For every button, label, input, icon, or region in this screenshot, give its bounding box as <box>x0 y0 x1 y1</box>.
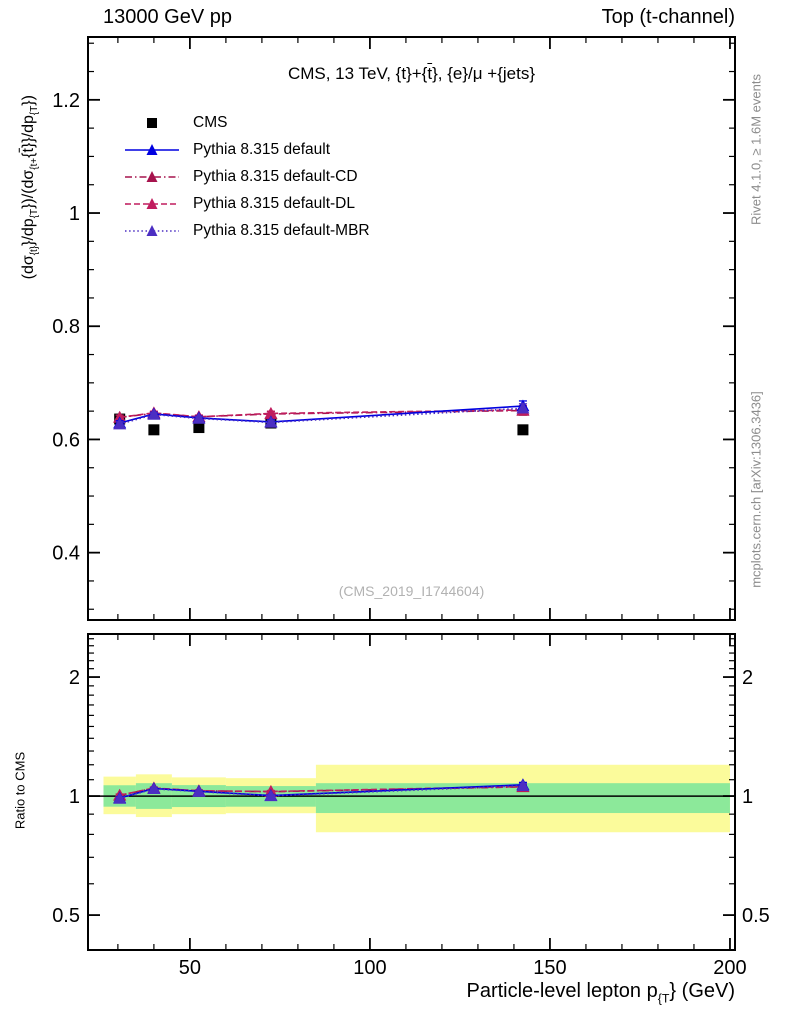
legend-item-4: Pythia 8.315 default-MBR <box>123 217 370 244</box>
y-axis-title-part: {T <box>29 208 41 219</box>
data-marker-triangle <box>516 401 530 414</box>
x-tick-label: 150 <box>533 957 566 979</box>
x-tick-label: 50 <box>179 957 201 979</box>
data-marker-square <box>517 424 529 436</box>
y-axis-title-part: {t+ <box>29 157 41 170</box>
process-label: Top (t-channel) <box>601 6 735 28</box>
data-marker-triangle <box>264 415 278 428</box>
plot-title: CMS, 13 TeV, {t}+{t}, {e}/μ +{jets} <box>88 64 735 84</box>
legend-marker <box>147 117 157 128</box>
series-pythia-8-315-default-mbr-main <box>113 401 530 430</box>
legend-label: Pythia 8.315 default-DL <box>193 194 355 212</box>
legend-item-3: Pythia 8.315 default-DL <box>123 190 370 217</box>
legend-marker-triangle <box>146 197 158 209</box>
data-marker-triangle <box>147 408 161 420</box>
legend-marker-triangle <box>146 170 158 182</box>
legend-item-1: Pythia 8.315 default <box>123 136 370 163</box>
legend-marker-triangle <box>146 143 158 155</box>
y-axis-title-part: { <box>19 152 37 158</box>
data-marker-triangle <box>264 789 278 802</box>
y-main-tick-label: 0.8 <box>52 316 80 338</box>
legend-marker <box>125 143 179 155</box>
y-ratio-tick-label-left: 2 <box>69 667 80 689</box>
y-axis-title-part: }/dp <box>19 218 37 246</box>
legend-label: Pythia 8.315 default <box>193 140 331 158</box>
y-main-tick-label: 1 <box>69 203 80 225</box>
data-marker-square <box>193 422 205 434</box>
x-axis-title-part: } (GeV) <box>669 980 735 1002</box>
axes <box>87 36 736 951</box>
x-tick-label: 200 <box>713 957 746 979</box>
y-axis-title-main: (dσ{t}}/dp{T})/(dσ{t+{t}}/dp{T}) <box>20 0 40 467</box>
y-ratio-tick-label-left: 0.5 <box>52 905 80 927</box>
y-ratio-tick-label-right: 2 <box>742 667 753 689</box>
x-axis-title-part: Particle-level lepton p <box>466 980 658 1002</box>
series-line <box>119 409 523 419</box>
legend-item-2: Pythia 8.315 default-CD <box>123 163 370 190</box>
y-main-tick-label: 1.2 <box>52 90 80 112</box>
legend-label: CMS <box>193 113 228 131</box>
y-axis-title-part: }}/dp <box>19 115 37 149</box>
series-pythia-8-315-default-dl-main <box>113 403 530 423</box>
data-marker-triangle <box>113 791 127 804</box>
legend-marker <box>125 170 179 182</box>
legend-label: Pythia 8.315 default-MBR <box>193 221 370 239</box>
x-tick-label: 100 <box>353 957 386 979</box>
panel-frame <box>87 36 736 621</box>
mcplots-arxiv-note: mcplots.cern.ch [arXiv:1306.3436] <box>748 391 764 588</box>
legend-marker-square <box>147 117 157 128</box>
data-marker-triangle <box>192 785 206 797</box>
legend-marker <box>125 224 179 236</box>
panel-frame <box>87 633 736 951</box>
y-axis-title-part: })/(dσ <box>19 169 37 209</box>
rivet-version-note: Rivet 4.1.0, ≥ 1.6M events <box>748 74 764 225</box>
data-marker-triangle <box>192 411 206 424</box>
legend-marker <box>125 197 179 209</box>
plot-title-part: }, {e}/μ +{jets} <box>432 64 536 83</box>
series-pythia-8-315-default-mbr-ratio <box>113 779 530 804</box>
y-axis-title-part: t <box>19 148 37 153</box>
data-marker-triangle <box>516 779 530 791</box>
plot-title-part: CMS, 13 TeV, {t}+{ <box>287 64 428 83</box>
ratio-uncertainty-bands <box>88 764 735 833</box>
x-axis-title: Particle-level lepton p{T} (GeV) <box>466 980 735 1006</box>
y-ratio-tick-label-right: 0.5 <box>742 905 770 927</box>
y-axis-title-part: (dσ <box>19 255 37 280</box>
beam-energy-label: 13000 GeV pp <box>103 6 232 28</box>
data-marker-square <box>148 424 160 436</box>
tick-labels: 0.4 0.6 0.8 1 1.2 0.5 0.5 1 1 2 2 50 100 150 200 <box>52 90 770 979</box>
y-axis-title-part: }) <box>19 95 37 106</box>
data-marker-triangle <box>264 406 278 419</box>
y-axis-title-part: {t} <box>29 245 41 256</box>
y-ratio-tick-label-left: 1 <box>69 786 80 808</box>
analysis-id-watermark: (CMS_2019_I1744604) <box>338 583 485 599</box>
data-marker-triangle <box>147 782 161 795</box>
y-axis-title-part: {T <box>29 105 41 116</box>
legend-label: Pythia 8.315 default-CD <box>193 167 358 185</box>
plot-title-part: t <box>427 64 433 83</box>
legend-marker-triangle <box>146 224 158 236</box>
y-main-tick-label: 0.4 <box>52 543 80 565</box>
legend: CMS Pythia 8.315 default Pythia 8.315 defa… <box>123 109 370 244</box>
series-pythia-8-315-default-main <box>113 399 530 429</box>
y-main-tick-label: 0.6 <box>52 429 80 451</box>
x-axis-title-part: {T <box>657 991 670 1006</box>
data-marker-triangle <box>113 417 127 430</box>
series-line <box>119 785 523 796</box>
legend-item-0: CMS <box>123 109 370 136</box>
y-axis-title-ratio: Ratio to CMS <box>12 751 28 830</box>
y-ratio-tick-label-right: 1 <box>742 786 753 808</box>
series-line <box>119 405 523 424</box>
